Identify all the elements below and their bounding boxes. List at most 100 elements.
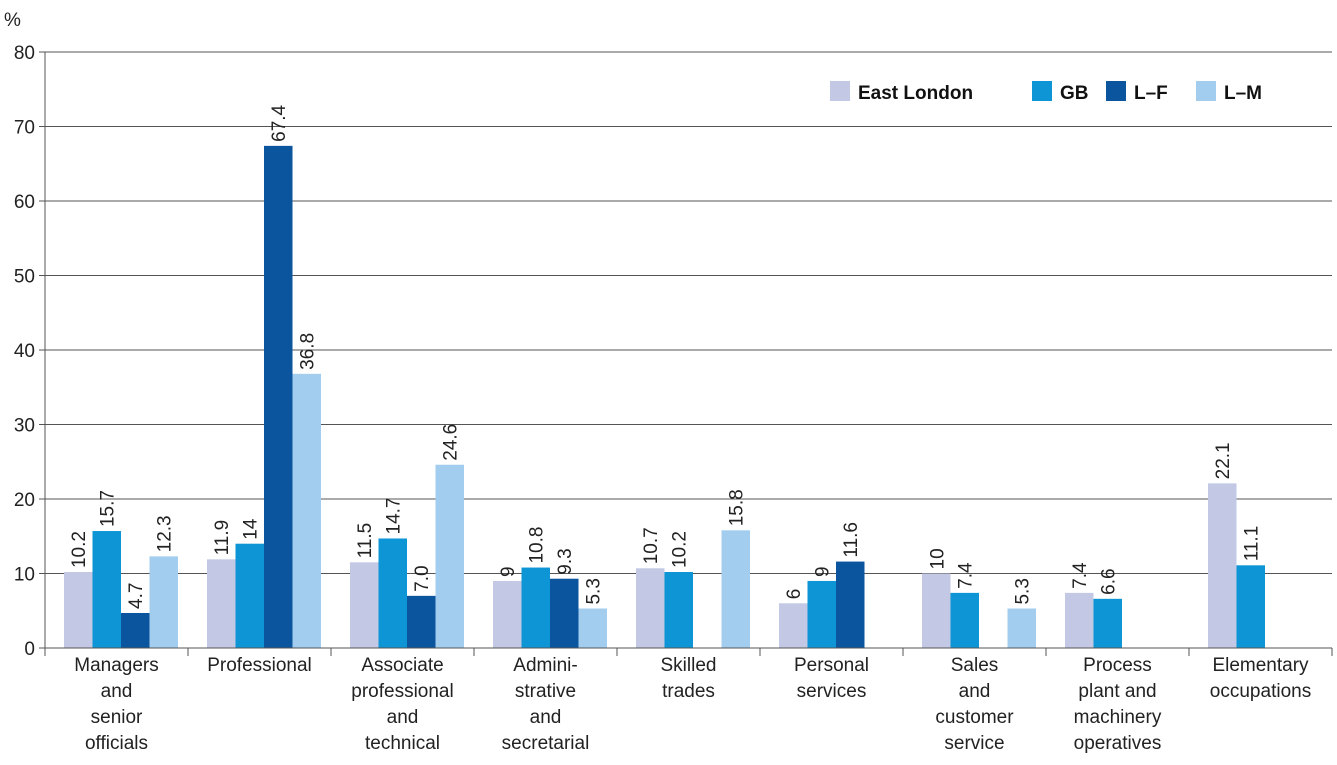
bar xyxy=(1208,483,1237,648)
y-tick-label: 80 xyxy=(14,43,35,64)
data-label: 36.8 xyxy=(298,333,319,370)
data-label: 6 xyxy=(784,589,805,600)
data-label: 12.3 xyxy=(155,515,176,552)
bar xyxy=(1093,598,1122,648)
data-label: 6.6 xyxy=(1099,568,1120,594)
legend-swatch xyxy=(1032,81,1052,101)
bar xyxy=(493,580,522,648)
legend-label: GB xyxy=(1060,83,1089,104)
bar xyxy=(779,603,808,648)
category-label: and xyxy=(530,707,562,728)
category-label: and xyxy=(959,681,991,702)
data-label: 15.7 xyxy=(98,490,119,527)
bar xyxy=(836,561,865,648)
category-label: Admini- xyxy=(513,655,577,676)
y-tick-label: 20 xyxy=(14,490,35,511)
data-label: 11.1 xyxy=(1242,526,1263,562)
category-label: Skilled xyxy=(661,655,717,676)
legend-label: L–F xyxy=(1134,83,1168,104)
bar xyxy=(550,578,579,648)
y-tick-label: 50 xyxy=(14,267,35,288)
bar xyxy=(664,572,693,648)
category-label: officials xyxy=(85,733,148,754)
y-axis-label: % xyxy=(4,10,21,31)
legend-swatch xyxy=(1106,81,1126,101)
category-label: Sales xyxy=(951,655,999,676)
data-label: 22.1 xyxy=(1213,442,1234,479)
legend-label: L–M xyxy=(1224,83,1262,104)
bar xyxy=(264,145,293,648)
data-label: 11.9 xyxy=(212,520,233,556)
bar xyxy=(1007,608,1036,648)
data-label: 5.3 xyxy=(1013,578,1034,604)
y-tick-label: 40 xyxy=(14,341,35,362)
data-label: 10.2 xyxy=(69,531,90,568)
bar xyxy=(636,568,665,648)
category-label: Process xyxy=(1083,655,1152,676)
bar xyxy=(64,572,93,648)
data-label: 9 xyxy=(498,566,519,577)
legend-label: East London xyxy=(858,83,973,104)
data-label: 7.4 xyxy=(956,562,977,589)
category-label: machinery xyxy=(1074,707,1162,728)
data-label: 7.4 xyxy=(1070,562,1091,589)
data-label: 14.7 xyxy=(384,498,405,535)
data-label: 5.3 xyxy=(584,578,605,604)
y-tick-label: 0 xyxy=(24,639,35,660)
category-labels: Managers and senior officials Professional As… xyxy=(74,655,1311,754)
bar xyxy=(721,530,750,648)
bar xyxy=(1236,565,1265,648)
gridlines xyxy=(45,51,1332,574)
category-label: strative xyxy=(515,681,576,702)
bar xyxy=(207,559,236,648)
category-label: professional xyxy=(351,681,453,702)
bar xyxy=(235,543,264,648)
category-label: occupations xyxy=(1210,681,1311,702)
category-label: operatives xyxy=(1074,733,1162,754)
bar xyxy=(578,608,607,648)
data-label: 15.8 xyxy=(727,489,748,526)
category-label: service xyxy=(944,733,1004,754)
legend: East London GB L–F L–M xyxy=(830,81,1262,104)
data-label: 67.4 xyxy=(269,104,290,141)
category-label: Elementary xyxy=(1212,655,1309,676)
data-label: 11.5 xyxy=(355,523,376,559)
data-label: 10.7 xyxy=(641,527,662,564)
category-label: technical xyxy=(365,733,440,754)
bar xyxy=(292,373,321,648)
bar xyxy=(407,595,436,648)
data-label: 7.0 xyxy=(412,565,433,591)
bar xyxy=(121,612,150,648)
bars xyxy=(64,145,1265,648)
data-label: 9.3 xyxy=(555,548,576,574)
bar xyxy=(149,556,178,648)
category-label: Managers xyxy=(74,655,159,676)
legend-swatch xyxy=(830,81,850,101)
category-label: Professional xyxy=(207,655,312,676)
bar xyxy=(1065,592,1094,648)
data-label: 4.7 xyxy=(126,583,147,609)
bar xyxy=(950,592,979,648)
bar xyxy=(521,567,550,648)
category-label: services xyxy=(797,681,867,702)
data-label: 24.6 xyxy=(441,424,462,461)
category-label: customer xyxy=(935,707,1014,728)
bar xyxy=(435,464,464,648)
y-tick-label: 10 xyxy=(14,565,35,586)
data-labels: 10.2 11.9 11.5 9 10.7 6 10 7.4 22.1 15.7 14 14.7 10.… xyxy=(69,104,1263,609)
category-label: trades xyxy=(662,681,715,702)
y-tick-label: 70 xyxy=(14,118,35,139)
bar xyxy=(92,531,121,648)
x-axis xyxy=(44,52,1333,656)
data-label: 10.2 xyxy=(670,531,691,568)
category-label: plant and xyxy=(1078,681,1156,702)
data-label: 9 xyxy=(813,566,834,577)
category-label: and xyxy=(101,681,133,702)
data-label: 10 xyxy=(927,548,948,569)
bar xyxy=(350,562,379,648)
data-label: 10.8 xyxy=(527,527,548,564)
category-label: Personal xyxy=(794,655,869,676)
y-axis-ticks: 0 10 20 30 40 50 60 70 80 xyxy=(14,43,45,660)
y-tick-label: 60 xyxy=(14,192,35,213)
